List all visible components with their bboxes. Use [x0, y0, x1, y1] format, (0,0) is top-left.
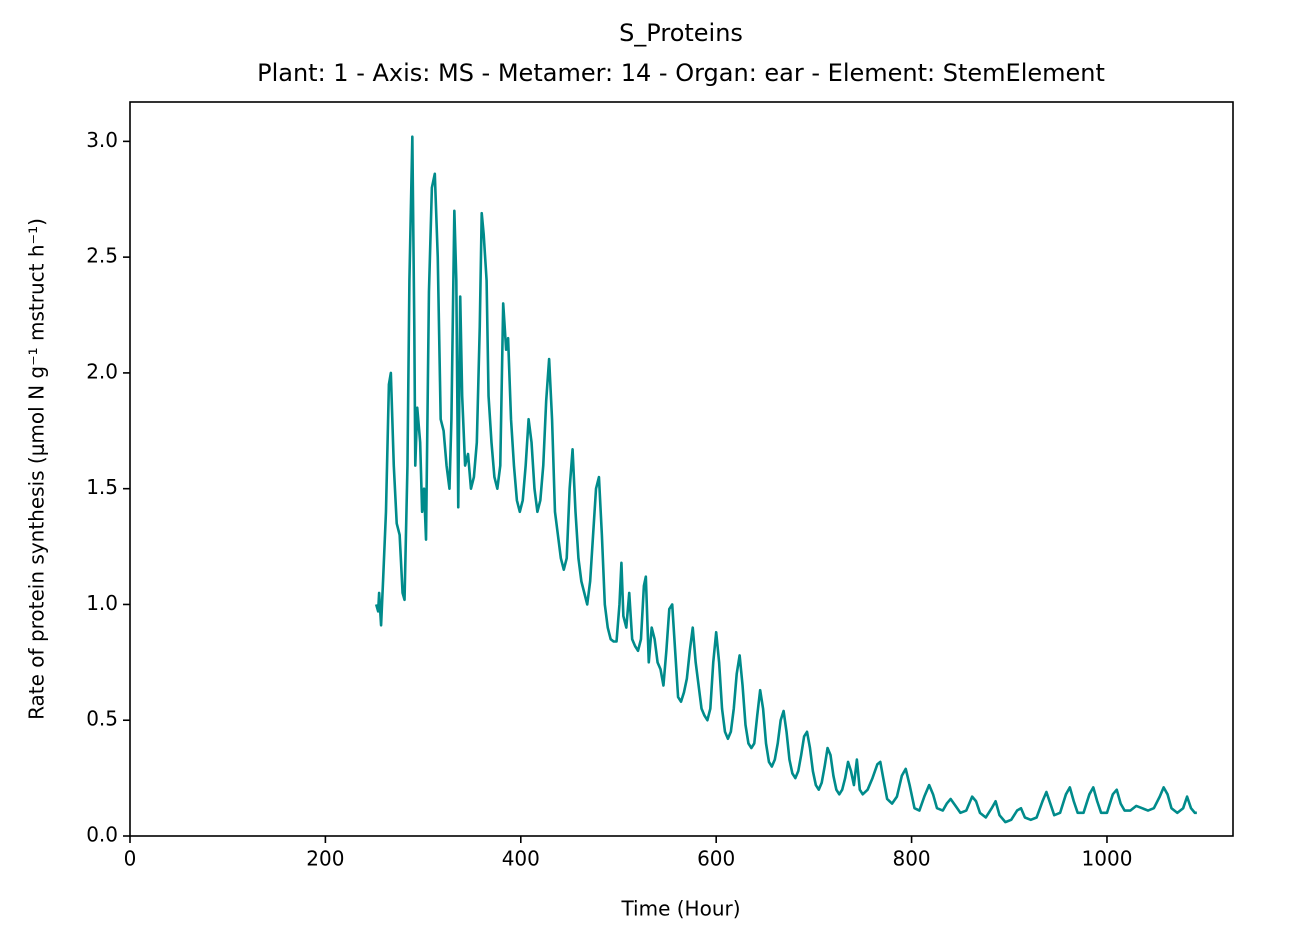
- y-tick-label: 1.5: [86, 475, 118, 499]
- x-tick-label: 600: [697, 847, 735, 871]
- plot-frame: [129, 101, 1234, 837]
- y-tick-label: 2.5: [86, 244, 118, 268]
- y-tick-label: 2.0: [86, 359, 118, 383]
- x-tick-label: 200: [306, 847, 344, 871]
- x-tick-label: 0: [124, 847, 137, 871]
- y-tick-label: 1.0: [86, 591, 118, 615]
- y-tick-label: 0.5: [86, 707, 118, 731]
- y-tick-label: 3.0: [86, 128, 118, 152]
- x-tick-label: 400: [502, 847, 540, 871]
- x-tick-label: 800: [892, 847, 930, 871]
- chart-title: S_Proteins: [619, 19, 743, 47]
- x-axis-label: Time (Hour): [620, 897, 740, 921]
- y-tick-label: 0.0: [86, 823, 118, 847]
- data-line: [374, 135, 1197, 824]
- y-axis-label: Rate of protein synthesis (μmol N g⁻¹ ms…: [25, 218, 49, 720]
- x-tick-label: 1000: [1082, 847, 1133, 871]
- chart-subtitle: Plant: 1 - Axis: MS - Metamer: 14 - Orga…: [257, 59, 1105, 87]
